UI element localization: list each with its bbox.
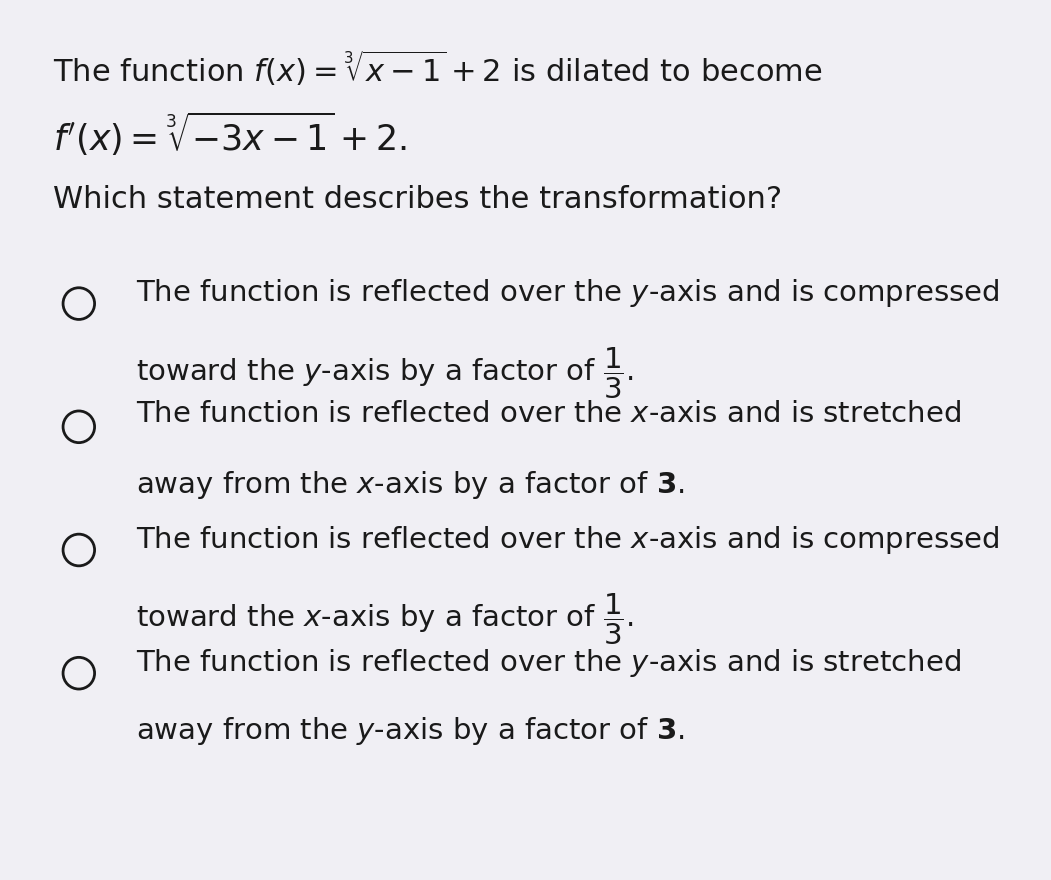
Text: The function is reflected over the $x$-axis and is stretched: The function is reflected over the $x$-a… bbox=[136, 400, 961, 429]
Text: away from the $y$-axis by a factor of $\mathbf{3}$.: away from the $y$-axis by a factor of $\… bbox=[136, 715, 684, 747]
Text: The function is reflected over the $y$-axis and is compressed: The function is reflected over the $y$-a… bbox=[136, 277, 1000, 309]
Text: The function is reflected over the $x$-axis and is compressed: The function is reflected over the $x$-a… bbox=[136, 524, 1000, 555]
Text: toward the $x$-axis by a factor of $\dfrac{1}{3}$.: toward the $x$-axis by a factor of $\dfr… bbox=[136, 592, 633, 648]
Text: Which statement describes the transformation?: Which statement describes the transforma… bbox=[53, 185, 782, 214]
Text: The function $f(x) = \sqrt[3]{x-1}+2$ is dilated to become: The function $f(x) = \sqrt[3]{x-1}+2$ is… bbox=[53, 48, 822, 88]
Text: $f'(x) = \sqrt[3]{-3x-1}+2.$: $f'(x) = \sqrt[3]{-3x-1}+2.$ bbox=[53, 110, 406, 158]
Text: toward the $y$-axis by a factor of $\dfrac{1}{3}$.: toward the $y$-axis by a factor of $\dfr… bbox=[136, 346, 633, 401]
Text: away from the $x$-axis by a factor of $\mathbf{3}$.: away from the $x$-axis by a factor of $\… bbox=[136, 469, 684, 501]
Text: The function is reflected over the $y$-axis and is stretched: The function is reflected over the $y$-a… bbox=[136, 647, 961, 678]
